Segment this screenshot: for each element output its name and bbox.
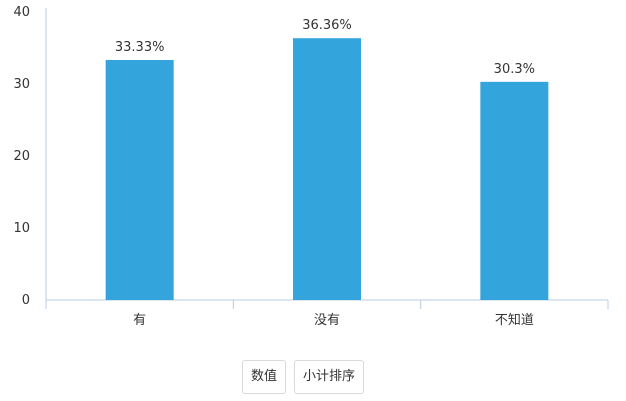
y-tick-label: 20	[13, 149, 30, 164]
bar[interactable]	[293, 38, 361, 300]
y-axis: 0 10 20 30 40	[13, 5, 47, 308]
y-tick-label: 30	[13, 77, 30, 92]
bar[interactable]	[105, 60, 174, 300]
x-tick-label: 不知道	[495, 312, 534, 328]
bar-data-label: 36.36%	[302, 18, 352, 33]
bar[interactable]	[480, 81, 549, 300]
bar-data-label: 30.3%	[494, 62, 535, 77]
y-tick-label: 40	[13, 5, 30, 20]
bars	[105, 38, 549, 300]
x-tick-label: 没有	[314, 313, 340, 328]
sort-subtotal-button[interactable]: 小计排序	[294, 360, 365, 394]
value-button[interactable]: 数值	[242, 360, 287, 394]
x-tick-label: 有	[133, 313, 146, 328]
data-labels: 33.33% 36.36% 30.3%	[115, 18, 535, 77]
y-tick-label: 0	[22, 293, 30, 308]
chart-controls: 数值 小计排序	[242, 360, 365, 394]
x-axis: 有 没有 不知道	[45, 299, 609, 328]
y-tick-label: 10	[13, 221, 30, 236]
bar-data-label: 33.33%	[115, 40, 165, 55]
bar-chart: 0 10 20 30 40 有 没有 不知道 33.33% 36.36% 30.3%	[13, 5, 609, 328]
